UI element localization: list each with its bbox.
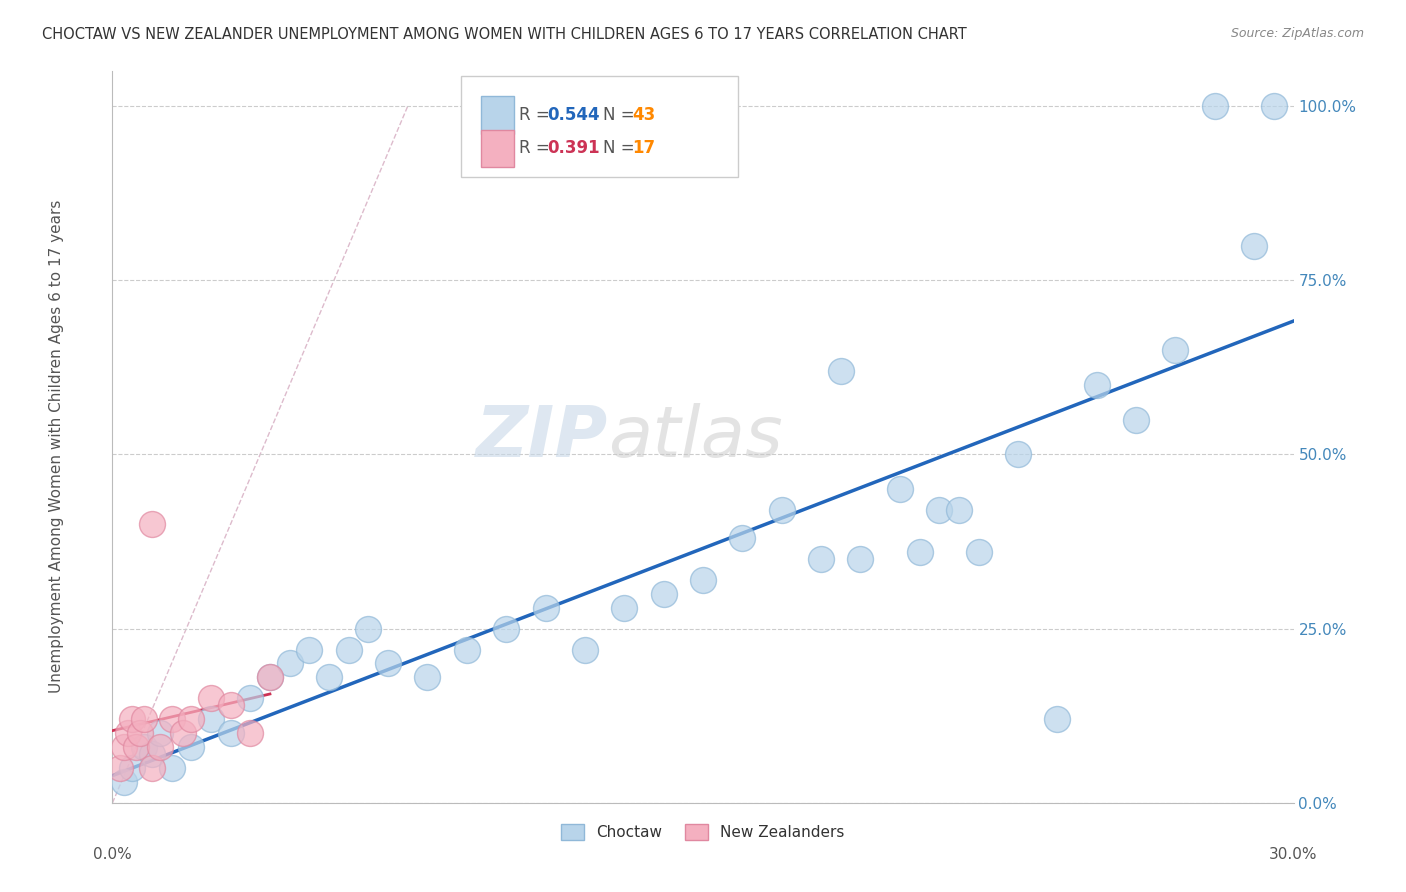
Text: 0.391: 0.391 <box>547 139 600 157</box>
Point <box>652 587 675 601</box>
Text: 0.0%: 0.0% <box>93 847 132 862</box>
Point <box>160 761 183 775</box>
Point <box>337 642 360 657</box>
Point <box>132 712 155 726</box>
Point <box>239 726 262 740</box>
Point <box>456 642 478 657</box>
Text: N =: N = <box>603 139 634 157</box>
Text: 0.544: 0.544 <box>547 105 600 123</box>
Point <box>357 622 380 636</box>
Point <box>121 761 143 775</box>
Point <box>180 712 202 726</box>
Point <box>149 740 172 755</box>
Text: Unemployment Among Women with Children Ages 6 to 17 years: Unemployment Among Women with Children A… <box>49 199 63 693</box>
Point <box>121 712 143 726</box>
Point <box>132 740 155 755</box>
Point <box>948 503 970 517</box>
Point <box>377 657 399 671</box>
Point <box>160 712 183 726</box>
Point <box>112 740 135 755</box>
Point <box>849 552 872 566</box>
Legend: Choctaw, New Zealanders: Choctaw, New Zealanders <box>555 818 851 847</box>
Point <box>810 552 832 566</box>
Point <box>1263 99 1285 113</box>
Text: Source: ZipAtlas.com: Source: ZipAtlas.com <box>1230 27 1364 40</box>
Point <box>278 657 301 671</box>
Point <box>219 698 242 713</box>
Point <box>200 691 222 706</box>
Point <box>259 670 281 684</box>
FancyBboxPatch shape <box>461 77 738 178</box>
Point <box>1204 99 1226 113</box>
Point <box>172 726 194 740</box>
Text: ZIP: ZIP <box>477 402 609 472</box>
Point <box>1243 238 1265 252</box>
Point <box>141 761 163 775</box>
Point <box>200 712 222 726</box>
Point <box>613 600 636 615</box>
Text: R =: R = <box>519 139 550 157</box>
Point <box>141 747 163 761</box>
Point <box>731 531 754 545</box>
Point <box>129 726 152 740</box>
Point <box>928 503 950 517</box>
Point <box>534 600 557 615</box>
Point <box>574 642 596 657</box>
Point <box>141 517 163 532</box>
Text: CHOCTAW VS NEW ZEALANDER UNEMPLOYMENT AMONG WOMEN WITH CHILDREN AGES 6 TO 17 YEA: CHOCTAW VS NEW ZEALANDER UNEMPLOYMENT AM… <box>42 27 967 42</box>
Text: 17: 17 <box>633 139 655 157</box>
Point <box>125 740 148 755</box>
Point <box>112 775 135 789</box>
Point <box>1046 712 1069 726</box>
Point <box>1085 377 1108 392</box>
Text: N =: N = <box>603 105 634 123</box>
FancyBboxPatch shape <box>481 96 515 134</box>
FancyBboxPatch shape <box>481 130 515 167</box>
Text: 30.0%: 30.0% <box>1270 847 1317 862</box>
Point <box>770 503 793 517</box>
Point <box>495 622 517 636</box>
Point <box>830 364 852 378</box>
Point <box>1164 343 1187 357</box>
Text: 43: 43 <box>633 105 655 123</box>
Point <box>1125 412 1147 426</box>
Text: atlas: atlas <box>609 402 783 472</box>
Point <box>259 670 281 684</box>
Point <box>967 545 990 559</box>
Point <box>318 670 340 684</box>
Text: R =: R = <box>519 105 550 123</box>
Point <box>149 726 172 740</box>
Point <box>180 740 202 755</box>
Point <box>219 726 242 740</box>
Point <box>117 726 139 740</box>
Point <box>416 670 439 684</box>
Point <box>298 642 321 657</box>
Point <box>110 761 132 775</box>
Point <box>889 483 911 497</box>
Point <box>239 691 262 706</box>
Point <box>692 573 714 587</box>
Point <box>1007 448 1029 462</box>
Point <box>908 545 931 559</box>
